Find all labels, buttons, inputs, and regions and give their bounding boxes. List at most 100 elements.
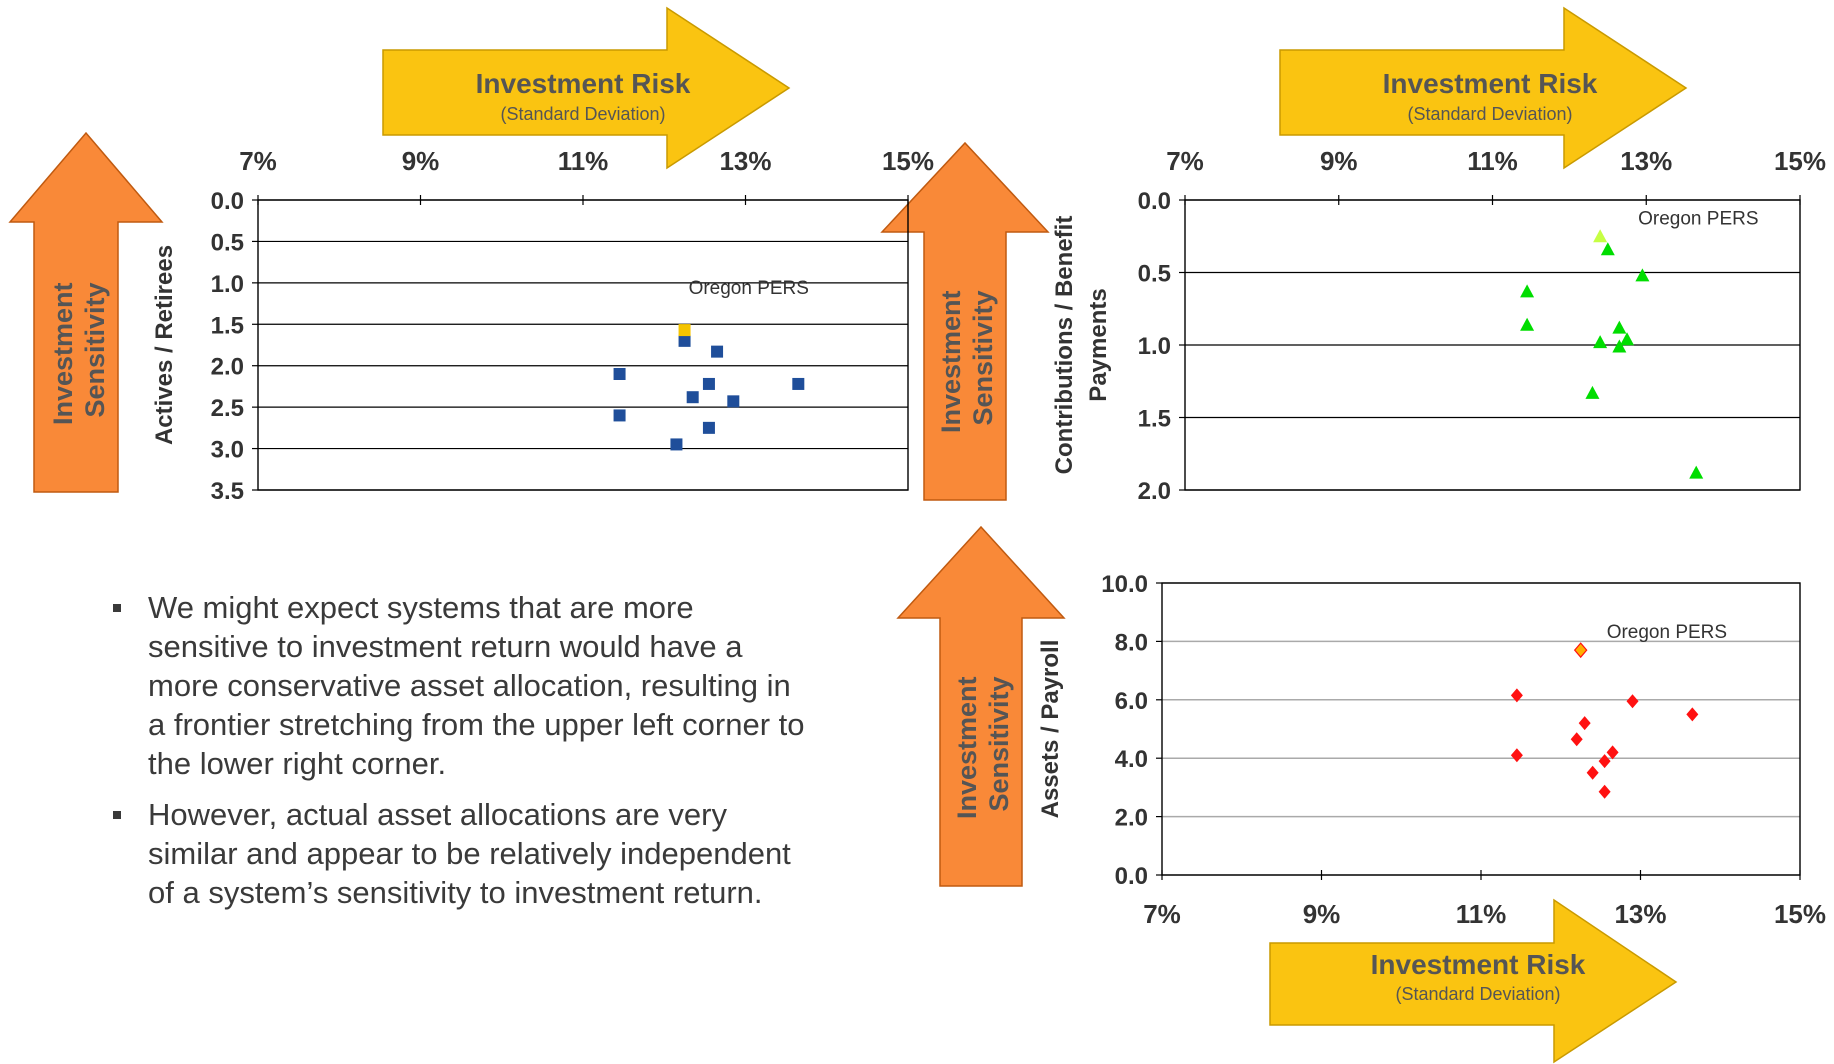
x-tick-label: 15% (1774, 146, 1826, 176)
right-arrow-shape (1279, 6, 1688, 170)
x-tick-label: 13% (719, 146, 771, 176)
data-point (670, 438, 683, 451)
investment-sensitivity-arrow-1: Investment Sensitivity (8, 131, 164, 493)
data-point (702, 421, 715, 434)
y-tick-label: 1.5 (211, 312, 244, 339)
data-point (1510, 748, 1523, 763)
y-tick-label: 0.0 (1115, 863, 1148, 890)
bullet-item-2: However, actual asset allocations are ve… (110, 795, 810, 912)
y-tick-label: 1.0 (1138, 333, 1171, 360)
data-point (1598, 754, 1611, 769)
x-tick-label: 15% (1774, 899, 1826, 929)
data-point (702, 377, 715, 390)
investment-sensitivity-arrow-3: Investment Sensitivity (896, 525, 1066, 887)
x-tick-label: 15% (882, 146, 934, 176)
data-point (1598, 784, 1611, 799)
plot-area-border (257, 199, 909, 491)
y-tick-label: 4.0 (1115, 746, 1148, 773)
sensitivity-line-2: Sensitivity (968, 290, 998, 425)
y-tick-label: 0.0 (1138, 188, 1171, 215)
up-arrow-shape (880, 141, 1050, 501)
y-tick-label: 2.0 (1115, 805, 1148, 832)
data-point (1520, 284, 1535, 298)
data-point (1593, 335, 1608, 349)
sensitivity-label: Investment Sensitivity (936, 283, 998, 433)
y-axis-label: Contributions / Benefit Payments (1051, 216, 1112, 475)
data-point (1612, 339, 1627, 353)
y-axis-label: Assets / Payroll (1037, 640, 1064, 819)
data-point (1689, 465, 1704, 479)
data-point (1612, 320, 1627, 334)
y-tick-label: 3.5 (211, 478, 244, 505)
risk-arrow-subtitle: (Standard Deviation) (1407, 104, 1572, 124)
data-point (792, 377, 805, 390)
data-point (1585, 385, 1600, 399)
sensitivity-line-1: Investment (936, 290, 966, 433)
bullet-item-1: We might expect systems that are more se… (110, 588, 810, 783)
y-tick-label: 1.5 (1138, 406, 1171, 433)
annotation-oregon-pers: Oregon PERS (1638, 208, 1758, 229)
assets-payroll-chart: 0.0 2.0 4.0 6.0 8.0 10.0 7% 9% 11% 13% 15% Assets /… (1037, 571, 1826, 929)
sensitivity-line-2: Sensitivity (984, 676, 1014, 811)
right-arrow-shape (382, 6, 791, 170)
investment-sensitivity-arrow-2: Investment Sensitivity (880, 141, 1050, 501)
y-tick-label: 3.0 (211, 437, 244, 464)
y-tick-label: 0.0 (211, 188, 244, 215)
data-point (1620, 332, 1635, 346)
up-arrow-shape (8, 131, 164, 493)
data-point (1520, 317, 1535, 331)
data-point (686, 391, 699, 404)
risk-arrow-title: Investment Risk (1371, 949, 1586, 980)
data-point (1626, 694, 1639, 709)
data-point (727, 395, 740, 408)
investment-risk-arrow-1: Investment Risk (Standard Deviation) (382, 6, 791, 170)
data-point (711, 345, 724, 358)
annotation-oregon-pers: Oregon PERS (1607, 622, 1727, 643)
data-point (678, 334, 691, 347)
y-tick-label: 2.0 (211, 354, 244, 381)
bullet-text-1: We might expect systems that are more se… (148, 590, 805, 781)
x-tick-label: 7% (239, 146, 277, 176)
y-tick-label: 0.5 (211, 229, 244, 256)
annotation-oregon-pers: Oregon PERS (689, 278, 809, 299)
data-point (1570, 732, 1583, 747)
y-axis-label-line-1: Contributions / Benefit (1051, 216, 1078, 475)
up-arrow-shape (896, 525, 1066, 887)
y-tick-label: 1.0 (211, 271, 244, 298)
sensitivity-line-1: Investment (952, 676, 982, 819)
risk-arrow-title: Investment Risk (476, 68, 691, 99)
contributions-benefit-chart: 0.0 0.5 1.0 1.5 2.0 7% 9% 11% 13% 15% Contribution… (1051, 146, 1826, 505)
bullet-marker (113, 811, 121, 819)
risk-arrow-subtitle: (Standard Deviation) (1395, 984, 1560, 1004)
bullet-list: We might expect systems that are more se… (110, 588, 810, 924)
x-tick-label: 7% (1143, 899, 1181, 929)
x-tick-label: 7% (1166, 146, 1204, 176)
data-point (1510, 688, 1523, 703)
x-tick-label: 11% (558, 146, 609, 176)
actives-retirees-chart: 0.0 0.5 1.0 1.5 2.0 2.5 3.0 3.5 7% 9% 11% 13% 15% Act… (151, 146, 934, 505)
y-tick-label: 6.0 (1115, 688, 1148, 715)
risk-arrow-title: Investment Risk (1383, 68, 1598, 99)
data-point (1600, 242, 1615, 256)
x-tick-label: 13% (1614, 899, 1666, 929)
sensitivity-line-1: Investment (48, 282, 78, 425)
data-point (1686, 707, 1699, 722)
x-tick-label: 11% (1467, 146, 1518, 176)
x-tick-label: 9% (1320, 146, 1358, 176)
y-tick-label: 0.5 (1138, 261, 1171, 288)
x-tick-label: 9% (402, 146, 440, 176)
bullet-marker (113, 604, 121, 612)
data-point (1606, 745, 1619, 760)
highlight-point-oregon-pers (1573, 642, 1588, 659)
data-point (1635, 268, 1650, 282)
y-tick-label: 2.5 (211, 395, 244, 422)
x-tick-label: 13% (1620, 146, 1672, 176)
investment-risk-arrow-2: Investment Risk (Standard Deviation) (1279, 6, 1688, 170)
y-tick-label: 2.0 (1138, 478, 1171, 505)
right-arrow-shape (1269, 898, 1678, 1064)
bullet-text-2: However, actual asset allocations are ve… (148, 797, 791, 910)
x-tick-label: 9% (1303, 899, 1341, 929)
y-axis-label: Actives / Retirees (151, 245, 178, 445)
y-axis-label-line-2: Payments (1085, 288, 1112, 401)
